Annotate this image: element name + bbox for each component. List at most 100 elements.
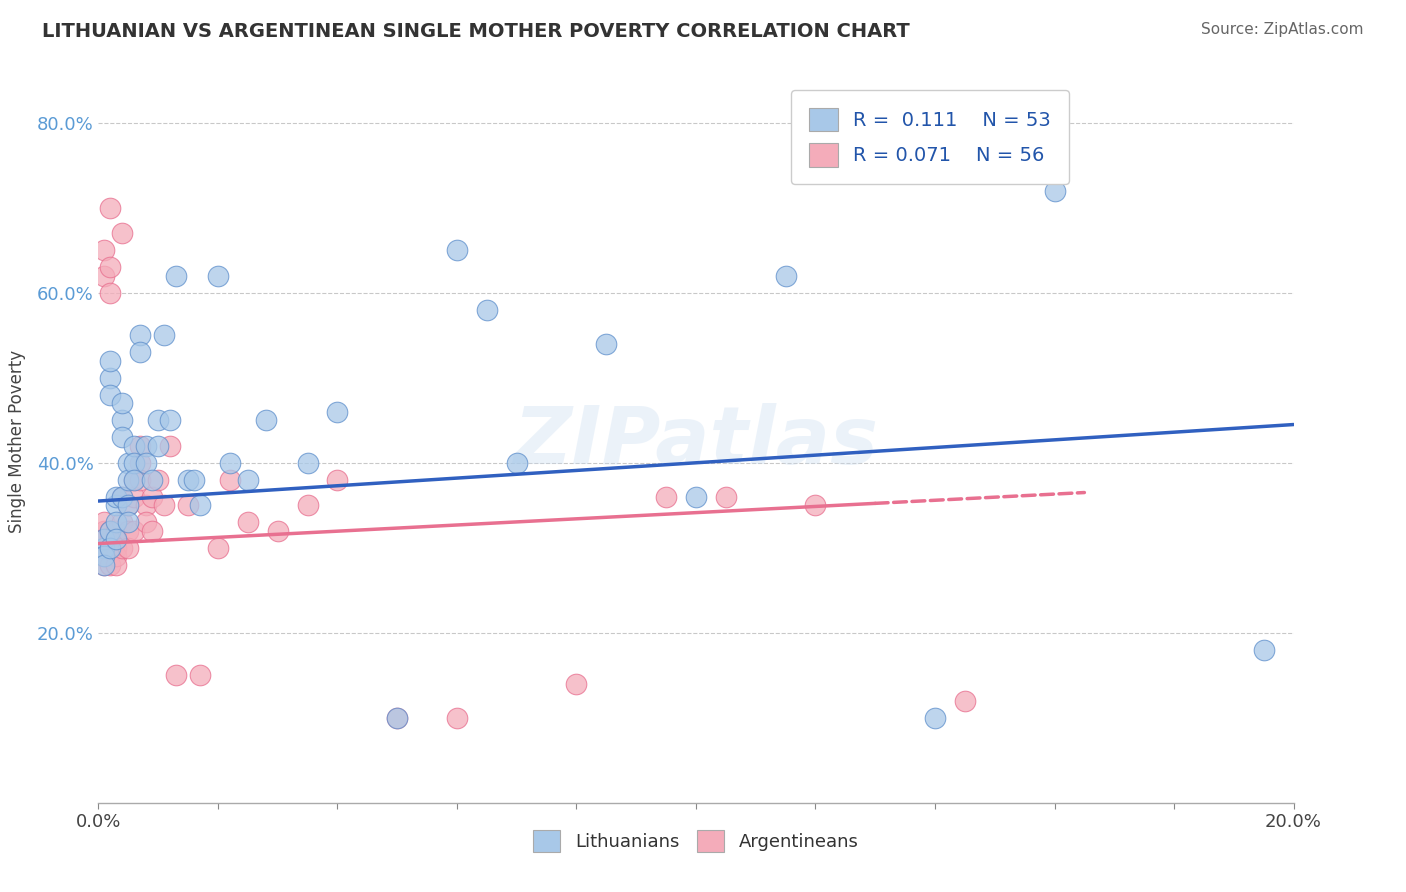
Text: ZIPatlas: ZIPatlas <box>513 402 879 481</box>
Point <box>98 541 122 555</box>
Point <box>111 227 134 241</box>
Point <box>183 473 205 487</box>
Point <box>117 498 139 512</box>
Point <box>655 490 678 504</box>
Point <box>219 473 242 487</box>
Point <box>105 533 128 547</box>
Point <box>117 498 139 512</box>
Point <box>111 490 134 504</box>
Point <box>129 456 152 470</box>
Point <box>105 541 128 555</box>
Point <box>93 268 115 283</box>
Point <box>177 473 200 487</box>
Point <box>714 490 737 504</box>
Point <box>148 413 170 427</box>
Point <box>117 516 139 530</box>
Point <box>924 711 946 725</box>
Point <box>93 244 115 258</box>
Point <box>124 490 146 504</box>
Point <box>98 371 122 385</box>
Point <box>177 498 200 512</box>
Point <box>446 711 468 725</box>
Point <box>105 549 128 564</box>
Point <box>148 439 170 453</box>
Point <box>111 396 134 410</box>
Point <box>105 558 128 572</box>
Point <box>141 524 163 538</box>
Point <box>117 473 139 487</box>
Point <box>98 353 122 368</box>
Point <box>188 668 211 682</box>
Point <box>159 413 181 427</box>
Text: LITHUANIAN VS ARGENTINEAN SINGLE MOTHER POVERTY CORRELATION CHART: LITHUANIAN VS ARGENTINEAN SINGLE MOTHER … <box>42 22 910 41</box>
Point <box>1253 642 1275 657</box>
Point <box>93 558 115 572</box>
Legend: Lithuanians, Argentineans: Lithuanians, Argentineans <box>526 822 866 859</box>
Point <box>685 490 707 504</box>
Point <box>165 268 187 283</box>
Point <box>117 541 139 555</box>
Point <box>565 677 588 691</box>
Point <box>326 473 349 487</box>
Point <box>153 498 176 512</box>
Point <box>98 285 122 300</box>
Point <box>267 524 290 538</box>
Point <box>254 413 277 427</box>
Point <box>153 328 176 343</box>
Point <box>93 533 115 547</box>
Point <box>297 498 319 512</box>
Point <box>111 541 134 555</box>
Point <box>124 439 146 453</box>
Point <box>159 439 181 453</box>
Point <box>93 541 115 555</box>
Point <box>93 541 115 555</box>
Point <box>111 430 134 444</box>
Point <box>117 524 139 538</box>
Point <box>129 328 152 343</box>
Point <box>953 694 976 708</box>
Point <box>219 456 242 470</box>
Point <box>188 498 211 512</box>
Point <box>93 549 115 564</box>
Point <box>93 549 115 564</box>
Point <box>129 345 152 359</box>
Point <box>98 201 122 215</box>
Point <box>135 516 157 530</box>
Point <box>93 558 115 572</box>
Point <box>124 524 146 538</box>
Point <box>93 524 115 538</box>
Point <box>124 456 146 470</box>
Point <box>105 533 128 547</box>
Point <box>446 244 468 258</box>
Point <box>105 490 128 504</box>
Point <box>475 302 498 317</box>
Point <box>135 439 157 453</box>
Point <box>105 498 128 512</box>
Point <box>141 490 163 504</box>
Point <box>135 498 157 512</box>
Point <box>129 473 152 487</box>
Y-axis label: Single Mother Poverty: Single Mother Poverty <box>7 350 25 533</box>
Point <box>93 516 115 530</box>
Point <box>385 711 409 725</box>
Point <box>98 524 122 538</box>
Point <box>98 388 122 402</box>
Point <box>148 473 170 487</box>
Point <box>124 473 146 487</box>
Point <box>141 473 163 487</box>
Point <box>165 668 187 682</box>
Point <box>135 456 157 470</box>
Point <box>105 516 128 530</box>
Point <box>111 490 134 504</box>
Point <box>385 711 409 725</box>
Point <box>111 413 134 427</box>
Point <box>297 456 319 470</box>
Point <box>326 405 349 419</box>
Point <box>98 533 122 547</box>
Point <box>98 558 122 572</box>
Point <box>93 533 115 547</box>
Point <box>506 456 529 470</box>
Point <box>105 524 128 538</box>
Point <box>98 524 122 538</box>
Point <box>98 541 122 555</box>
